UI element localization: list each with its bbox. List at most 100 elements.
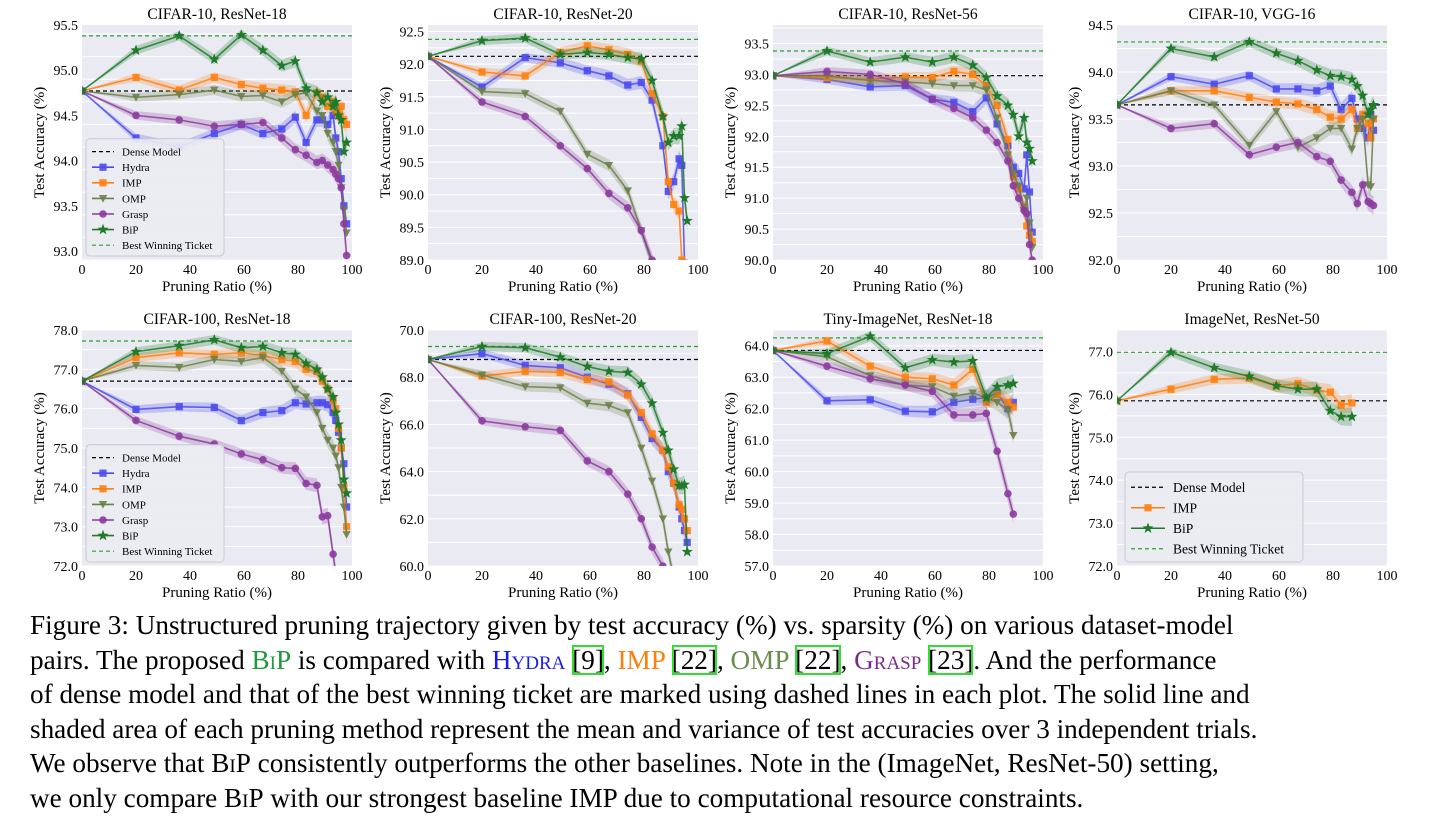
series-bip xyxy=(82,334,352,503)
data-point-omp xyxy=(331,148,340,156)
data-point-grasp xyxy=(659,295,667,303)
data-point-imp xyxy=(302,111,310,119)
y-tick-label: 59.0 xyxy=(745,497,770,512)
series-bip xyxy=(773,45,1038,171)
citation-link[interactable]: [22] xyxy=(671,644,717,675)
chart-panel: CIFAR-10, ResNet-56 0 20 40 60 80 100 90.0 90.5 9… xyxy=(723,6,1054,295)
y-tick-label: 90.0 xyxy=(745,254,770,269)
data-point-hydra xyxy=(478,83,486,91)
legend-item: Hydra xyxy=(92,162,150,174)
x-tick-label: 100 xyxy=(1033,263,1054,278)
chart-panel: ImageNet, ResNet-50 0 20 40 60 80 100 72.0 73.0 7… xyxy=(1067,311,1398,600)
data-point-bip xyxy=(948,356,960,367)
data-point-grasp xyxy=(1023,209,1031,218)
data-point-hydra xyxy=(684,302,691,309)
data-point-omp xyxy=(1210,101,1219,110)
data-point-grasp xyxy=(665,321,673,329)
data-point-bip xyxy=(1351,80,1363,91)
data-point-bip xyxy=(1292,54,1304,66)
data-point-bip xyxy=(1367,99,1380,110)
x-tick-label: 0 xyxy=(1114,569,1121,584)
x-tick-label: 0 xyxy=(425,263,432,278)
data-point-grasp xyxy=(866,374,874,383)
citation-link[interactable]: [22] xyxy=(795,644,841,675)
y-tick-label: 92.5 xyxy=(1089,207,1114,222)
plot-content xyxy=(1117,36,1387,215)
data-point-grasp xyxy=(175,116,183,124)
data-point-bip xyxy=(1324,69,1336,81)
x-axis-label: Pruning Ratio (%) xyxy=(853,585,963,600)
data-point-hydra xyxy=(278,407,286,415)
data-point-imp xyxy=(664,178,672,186)
data-point-hydra xyxy=(648,96,656,104)
data-point-grasp xyxy=(291,464,300,473)
gridlines xyxy=(428,329,698,567)
data-point-bip xyxy=(235,29,247,40)
legend-marker xyxy=(98,501,108,509)
legend: Dense Model Hydra IMP OMP Grasp BiP Best Winni… xyxy=(85,444,225,563)
data-point-hydra xyxy=(332,416,340,425)
y-tick-label: 76.0 xyxy=(1089,388,1114,403)
x-tick-label: 20 xyxy=(1164,263,1178,278)
method-bip-plain: BiP xyxy=(224,782,264,813)
data-point-grasp xyxy=(1210,119,1218,128)
legend-item: Grasp xyxy=(92,209,149,221)
data-point-bip xyxy=(1013,130,1025,142)
data-point-grasp xyxy=(1272,143,1281,151)
citation-link[interactable]: [23] xyxy=(928,644,974,675)
x-axis-label: Pruning Ratio (%) xyxy=(853,279,963,295)
data-point-hydra xyxy=(340,460,348,468)
y-tick-label: 91.0 xyxy=(400,123,425,138)
data-point-grasp xyxy=(278,134,286,142)
data-point-bip xyxy=(257,44,269,55)
data-point-grasp xyxy=(928,95,937,104)
data-point-hydra xyxy=(1326,82,1334,90)
caption-text: We observe that xyxy=(30,748,212,779)
data-point-hydra xyxy=(132,134,140,142)
legend: Dense Model IMP BiP Best Winning Ticket xyxy=(1124,471,1304,563)
data-point-bip xyxy=(554,351,566,362)
x-axis-label: Pruning Ratio (%) xyxy=(162,279,272,295)
chart-panel: CIFAR-10, ResNet-18 0 20 40 60 80 100 93.0 93.5 9… xyxy=(32,6,363,295)
data-point-imp xyxy=(683,527,691,535)
data-point-imp xyxy=(1210,87,1218,95)
data-point-imp xyxy=(340,483,348,491)
data-point-imp xyxy=(259,84,267,92)
data-point-grasp xyxy=(259,118,267,127)
data-point-hydra xyxy=(659,142,667,150)
data-point-imp xyxy=(648,430,656,438)
data-point-omp xyxy=(664,548,673,557)
figure-charts: CIFAR-10, ResNet-18 0 20 40 60 80 100 93.0 93.5 9… xyxy=(32,6,1398,600)
data-point-bip xyxy=(991,380,1003,392)
x-tick-label: 80 xyxy=(982,569,996,584)
data-point-imp xyxy=(1009,403,1017,411)
data-point-bip xyxy=(235,341,247,353)
data-point-omp xyxy=(312,107,322,116)
data-point-omp xyxy=(339,503,349,512)
data-point-hydra xyxy=(1353,115,1361,123)
series-imp-band xyxy=(1117,372,1352,414)
series-grasp-line xyxy=(428,55,653,260)
legend-item: Dense Model xyxy=(1131,480,1246,495)
x-tick-label: 60 xyxy=(928,569,942,584)
data-point-hydra xyxy=(318,399,326,407)
data-point-bip xyxy=(330,96,342,107)
citation-link[interactable]: [9] xyxy=(572,644,604,675)
data-point-grasp xyxy=(969,113,977,122)
data-point-grasp xyxy=(521,422,529,431)
data-point-hydra xyxy=(237,416,245,425)
x-tick-label: 20 xyxy=(1164,569,1178,584)
legend-label: Dense Model xyxy=(1173,480,1246,495)
data-point-hydra xyxy=(901,407,909,415)
y-tick-label: 70.0 xyxy=(400,324,425,339)
data-point-grasp xyxy=(332,570,340,578)
data-point-hydra xyxy=(313,116,321,124)
x-tick-label: 60 xyxy=(928,263,942,278)
chart-title: Tiny-ImageNet, ResNet-18 xyxy=(823,311,992,328)
chart-title: CIFAR-10, ResNet-56 xyxy=(838,6,977,23)
data-point-grasp xyxy=(334,174,343,183)
legend-marker xyxy=(99,163,107,171)
legend-marker xyxy=(99,469,107,477)
legend-item: Best Winning Ticket xyxy=(92,240,212,252)
data-point-imp xyxy=(1337,401,1345,409)
